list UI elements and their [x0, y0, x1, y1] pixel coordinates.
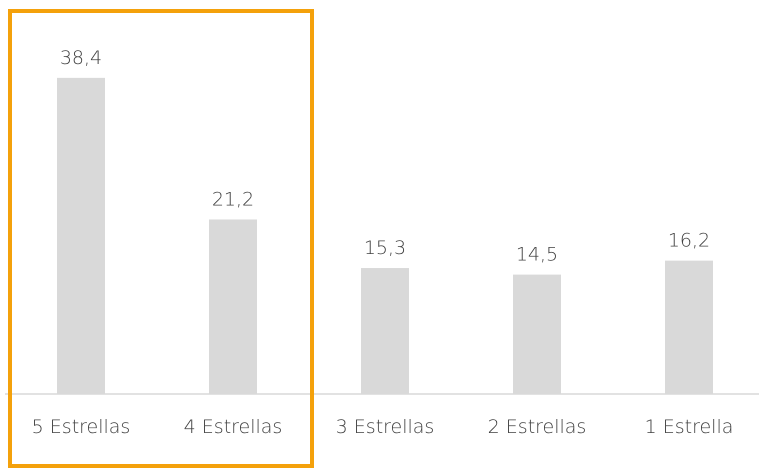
value-label-5-estrellas: 38,4 — [60, 47, 102, 69]
bar-3-estrellas — [361, 268, 409, 394]
value-label-2-estrellas: 14,5 — [516, 244, 558, 266]
highlight-box — [8, 9, 314, 468]
value-labels-group: 38,4 21,2 15,3 14,5 16,2 — [60, 47, 710, 266]
value-label-3-estrellas: 15,3 — [364, 237, 406, 259]
tick-label-2-estrellas: 2 Estrellas — [488, 416, 587, 438]
value-label-1-estrella: 16,2 — [668, 230, 710, 252]
tick-label-3-estrellas: 3 Estrellas — [336, 416, 435, 438]
bar-2-estrellas — [513, 274, 561, 394]
tick-labels-group: 5 Estrellas 4 Estrellas 3 Estrellas 2 Estre… — [32, 416, 734, 438]
tick-label-5-estrellas: 5 Estrellas — [32, 416, 131, 438]
bar-1-estrella — [665, 260, 713, 394]
bar-4-estrellas — [209, 219, 257, 394]
value-label-4-estrellas: 21,2 — [212, 188, 254, 210]
tick-label-1-estrella: 1 Estrella — [645, 416, 734, 438]
tick-label-4-estrellas: 4 Estrellas — [184, 416, 283, 438]
bars-group — [57, 77, 713, 395]
bar-5-estrellas — [57, 77, 105, 395]
